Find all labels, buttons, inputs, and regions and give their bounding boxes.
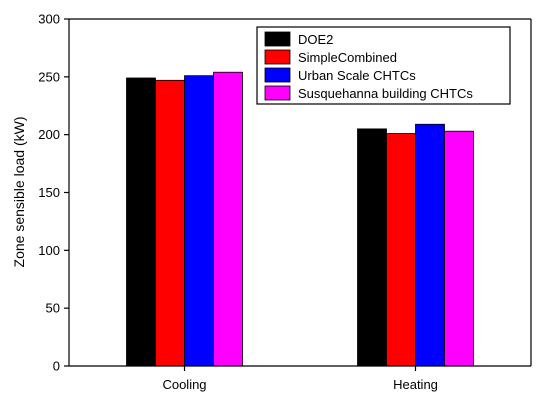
- legend-items: DOE2 SimpleCombined Urban Scale CHTCs Susqu…: [264, 31, 473, 101]
- legend-label: SimpleCombined: [298, 50, 397, 65]
- y-tick-label: 50: [46, 301, 60, 316]
- bar-susquehanna-building-chtcs-cooling: [213, 71, 243, 367]
- x-tick-label-heating: Heating: [393, 377, 438, 392]
- legend-swatch: [264, 49, 291, 65]
- bar-doe2-cooling: [126, 77, 156, 367]
- y-tick-label: 250: [38, 69, 60, 84]
- y-tick-label: 200: [38, 127, 60, 142]
- legend-label: Urban Scale CHTCs: [298, 68, 416, 83]
- legend: DOE2 SimpleCombined Urban Scale CHTCs Susqu…: [256, 26, 511, 105]
- y-tick-label: 300: [38, 12, 60, 27]
- y-tick-label: 150: [38, 185, 60, 200]
- bar-doe2-heating: [357, 128, 387, 367]
- legend-box: [256, 26, 511, 105]
- bars-layer: [126, 71, 474, 367]
- bar-susquehanna-building-chtcs-heating: [444, 130, 474, 367]
- legend-swatch: [264, 67, 291, 83]
- legend-label: Susquehanna building CHTCs: [298, 86, 473, 101]
- legend-label: DOE2: [298, 32, 333, 47]
- bar-urban-scale-chtcs-heating: [415, 123, 445, 367]
- legend-swatch: [264, 85, 291, 101]
- y-axis-title: Zone sensible load (kW): [11, 117, 27, 268]
- bar-urban-scale-chtcs-cooling: [184, 75, 214, 367]
- y-tick-label: 0: [53, 359, 60, 374]
- y-tick-label: 100: [38, 243, 60, 258]
- bar-simplecombined-heating: [386, 133, 416, 367]
- x-ticks: Cooling Heating: [162, 366, 438, 392]
- y-ticks: 0 50 100 150 200 250 300: [38, 12, 69, 374]
- bar-simplecombined-cooling: [155, 79, 185, 367]
- x-tick-label-cooling: Cooling: [162, 377, 206, 392]
- legend-swatch: [264, 31, 291, 47]
